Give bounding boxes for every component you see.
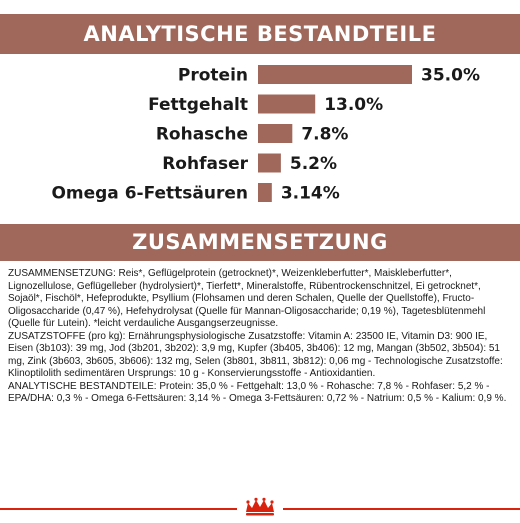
value-label: 5.2%: [290, 154, 337, 174]
bar: [258, 124, 293, 143]
category-label: Fettgehalt: [148, 95, 248, 115]
additives-paragraph: ZUSATZSTOFFE (pro kg): Ernährungsphysiol…: [8, 330, 503, 380]
royal-canin-crown-logo-icon: [237, 496, 283, 518]
category-label: Protein: [178, 66, 248, 86]
nutrient-bar-chart: Protein 35.0% Fettgehalt 13.0% Rohasche 7.8% R…: [51, 65, 480, 204]
category-label: Rohasche: [156, 125, 248, 145]
composition-text-block: ZUSAMMENSETZUNG: Reis*, Geflügelprotein …: [8, 268, 514, 406]
ingredients-paragraph: ZUSAMMENSETZUNG: Reis*, Geflügelprotein …: [8, 268, 486, 329]
bar: [258, 65, 412, 84]
value-label: 3.14%: [281, 184, 340, 204]
bar: [258, 94, 316, 114]
footer-band: [0, 496, 520, 520]
bar: [258, 183, 272, 202]
category-label: Rohfaser: [162, 154, 248, 174]
value-label: 7.8%: [301, 125, 348, 145]
analytical-constituents-banner: ANALYTISCHE BESTANDTEILE: [0, 14, 520, 54]
value-label: 13.0%: [324, 95, 383, 115]
composition-banner: ZUSAMMENSETZUNG: [0, 224, 520, 261]
category-label: Omega 6-Fettsäuren: [51, 184, 248, 204]
analytical-paragraph: ANALYTISCHE BESTANDTEILE: Protein: 35,0 …: [8, 380, 507, 405]
value-label: 35.0%: [421, 66, 480, 86]
bar: [258, 153, 281, 173]
